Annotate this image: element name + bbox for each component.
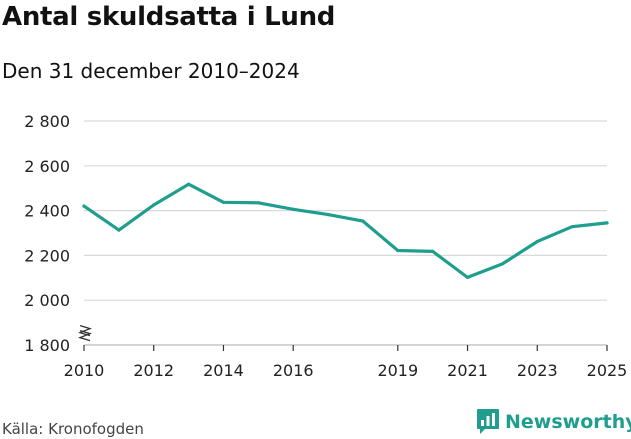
chart-subtitle: Den 31 december 2010–2024: [2, 59, 300, 83]
data-point: [396, 248, 400, 253]
y-tick-label: 2 200: [24, 246, 70, 265]
x-tick-label: 2021: [447, 361, 488, 380]
x-tick-label: 2010: [64, 361, 105, 380]
data-point: [152, 203, 156, 207]
data-point: [291, 207, 295, 211]
x-tick-label: 2023: [517, 361, 558, 380]
x-tick-label: 2016: [273, 361, 314, 380]
newsworthy-logo: Newsworthy: [476, 408, 631, 435]
data-point: [82, 204, 86, 208]
y-tick-label: 1 800: [24, 336, 70, 355]
y-tick-label: 2 600: [24, 157, 70, 176]
data-point: [570, 225, 574, 229]
x-tick-label: 2012: [133, 361, 174, 380]
data-point: [500, 262, 504, 266]
x-tick-label: 2025: [587, 361, 628, 380]
source-note: Källa: Kronofogden: [2, 420, 144, 438]
chart-title: Antal skuldsatta i Lund: [2, 2, 336, 32]
data-point: [465, 275, 470, 279]
data-point: [117, 228, 121, 232]
y-tick-label: 2 800: [24, 112, 70, 131]
line-chart: 1 800 2 000 2 200 2 400 2 600 2 800 2010 2012 20…: [24, 112, 628, 380]
data-point: [535, 239, 539, 244]
bar-chart-icon: [477, 409, 499, 434]
x-tick-label: 2019: [377, 361, 418, 380]
x-tick-label: 2014: [203, 361, 244, 380]
data-point: [256, 201, 260, 205]
data-point: [361, 219, 365, 223]
axis-break-icon: [78, 324, 92, 337]
data-point: [431, 249, 435, 253]
data-point: [605, 221, 609, 225]
series-line: [82, 182, 609, 279]
data-point: [326, 213, 330, 217]
y-tick-label: 2 400: [24, 202, 70, 221]
data-point: [221, 200, 226, 204]
axis-break-icon: [78, 329, 92, 342]
brand-name: Newsworthy: [505, 410, 631, 433]
y-tick-label: 2 000: [24, 291, 70, 310]
data-point: [187, 182, 191, 186]
